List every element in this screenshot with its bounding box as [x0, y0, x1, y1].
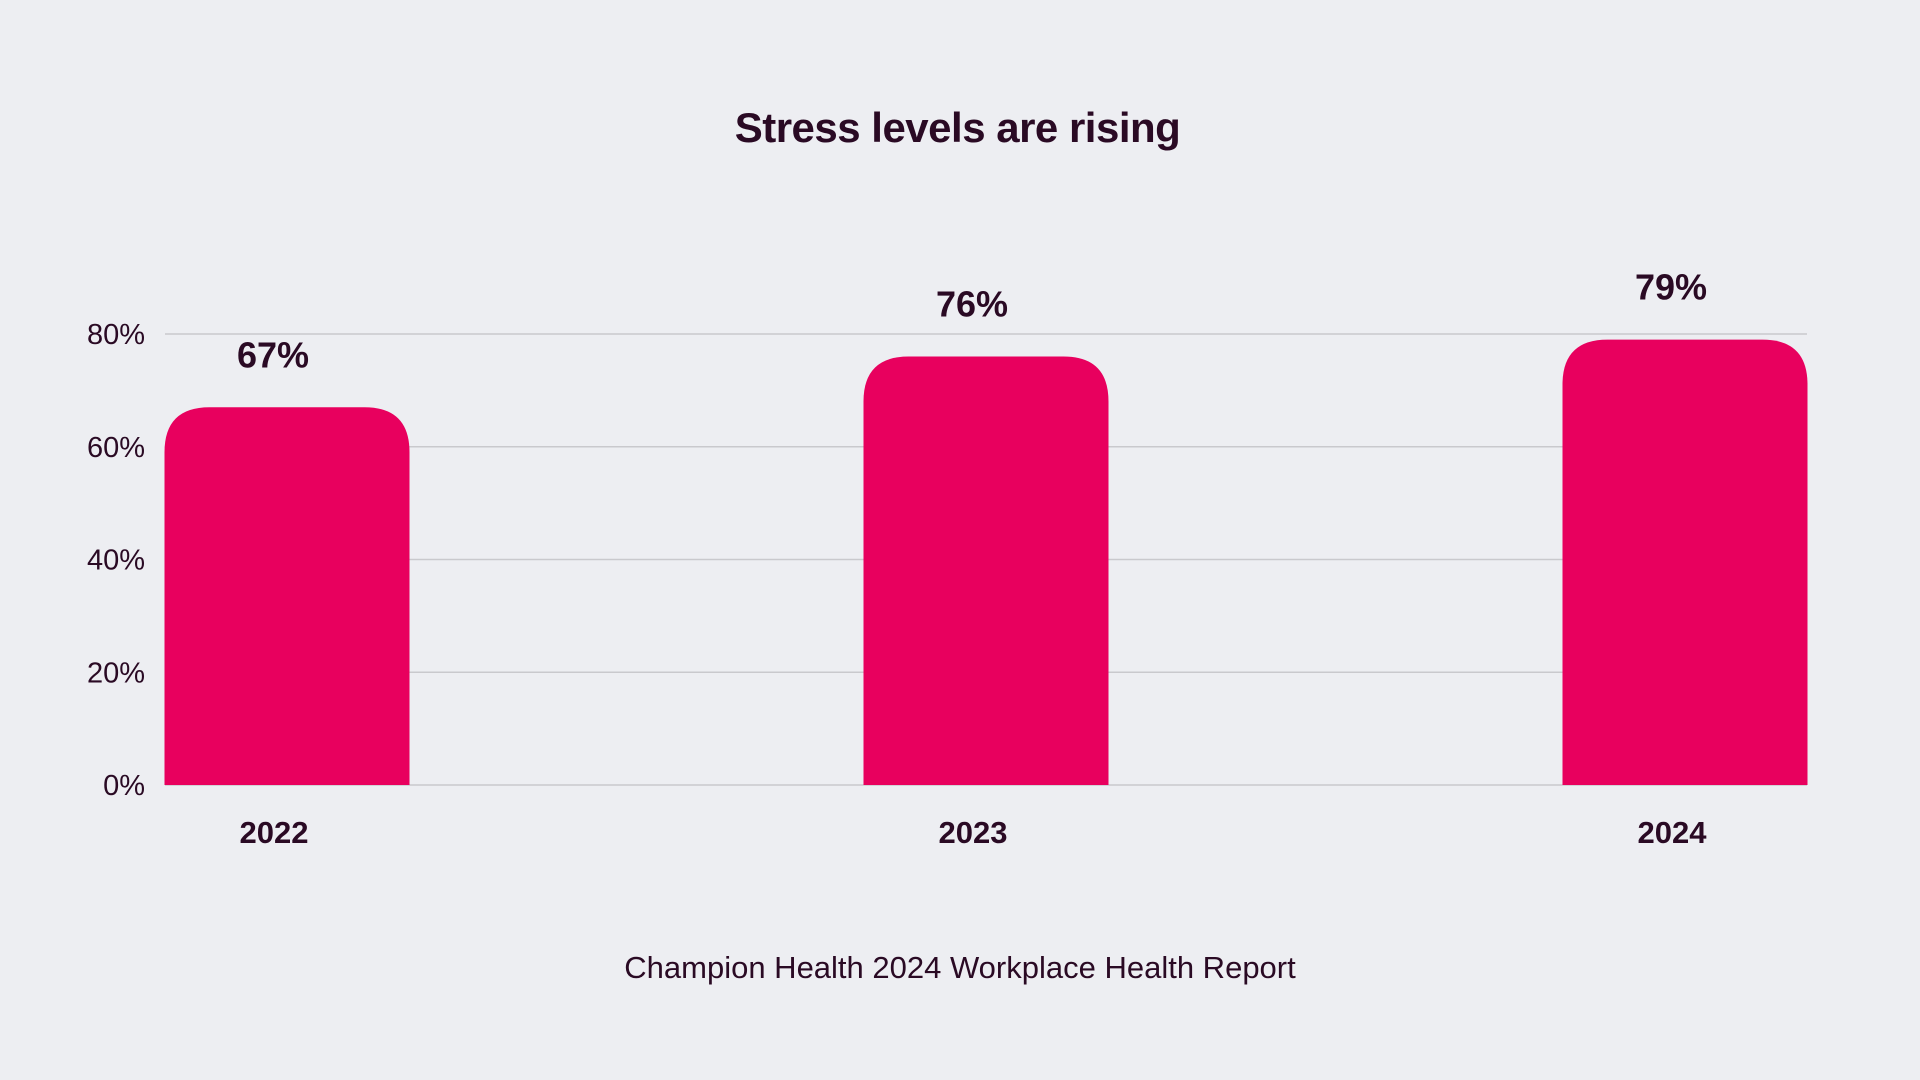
value-labels: 67% 76% 79%: [237, 267, 1707, 376]
x-category-label-2024: 2024: [1638, 815, 1708, 850]
x-category-label-2023: 2023: [939, 815, 1008, 850]
y-tick-label: 20%: [87, 657, 145, 689]
y-tick-label: 80%: [87, 319, 145, 351]
bar-2024: [1562, 339, 1808, 785]
x-axis-labels: 2022 2023 2024: [240, 815, 1708, 850]
value-label-2024: 79%: [1635, 267, 1707, 308]
source-caption: Champion Health 2024 Workplace Health Re…: [624, 950, 1296, 985]
x-category-label-2022: 2022: [240, 815, 309, 850]
bars: [164, 339, 1808, 785]
value-label-2022: 67%: [237, 334, 309, 375]
y-tick-label: 40%: [87, 545, 145, 577]
y-axis-ticks: 0% 20% 40% 60% 80%: [87, 319, 145, 802]
chart-title: Stress levels are rising: [734, 104, 1181, 151]
y-tick-label: 60%: [87, 432, 145, 464]
y-tick-label: 0%: [103, 770, 145, 802]
bar-2023: [863, 356, 1109, 785]
value-label-2023: 76%: [936, 284, 1008, 325]
bar-2022: [164, 407, 410, 785]
